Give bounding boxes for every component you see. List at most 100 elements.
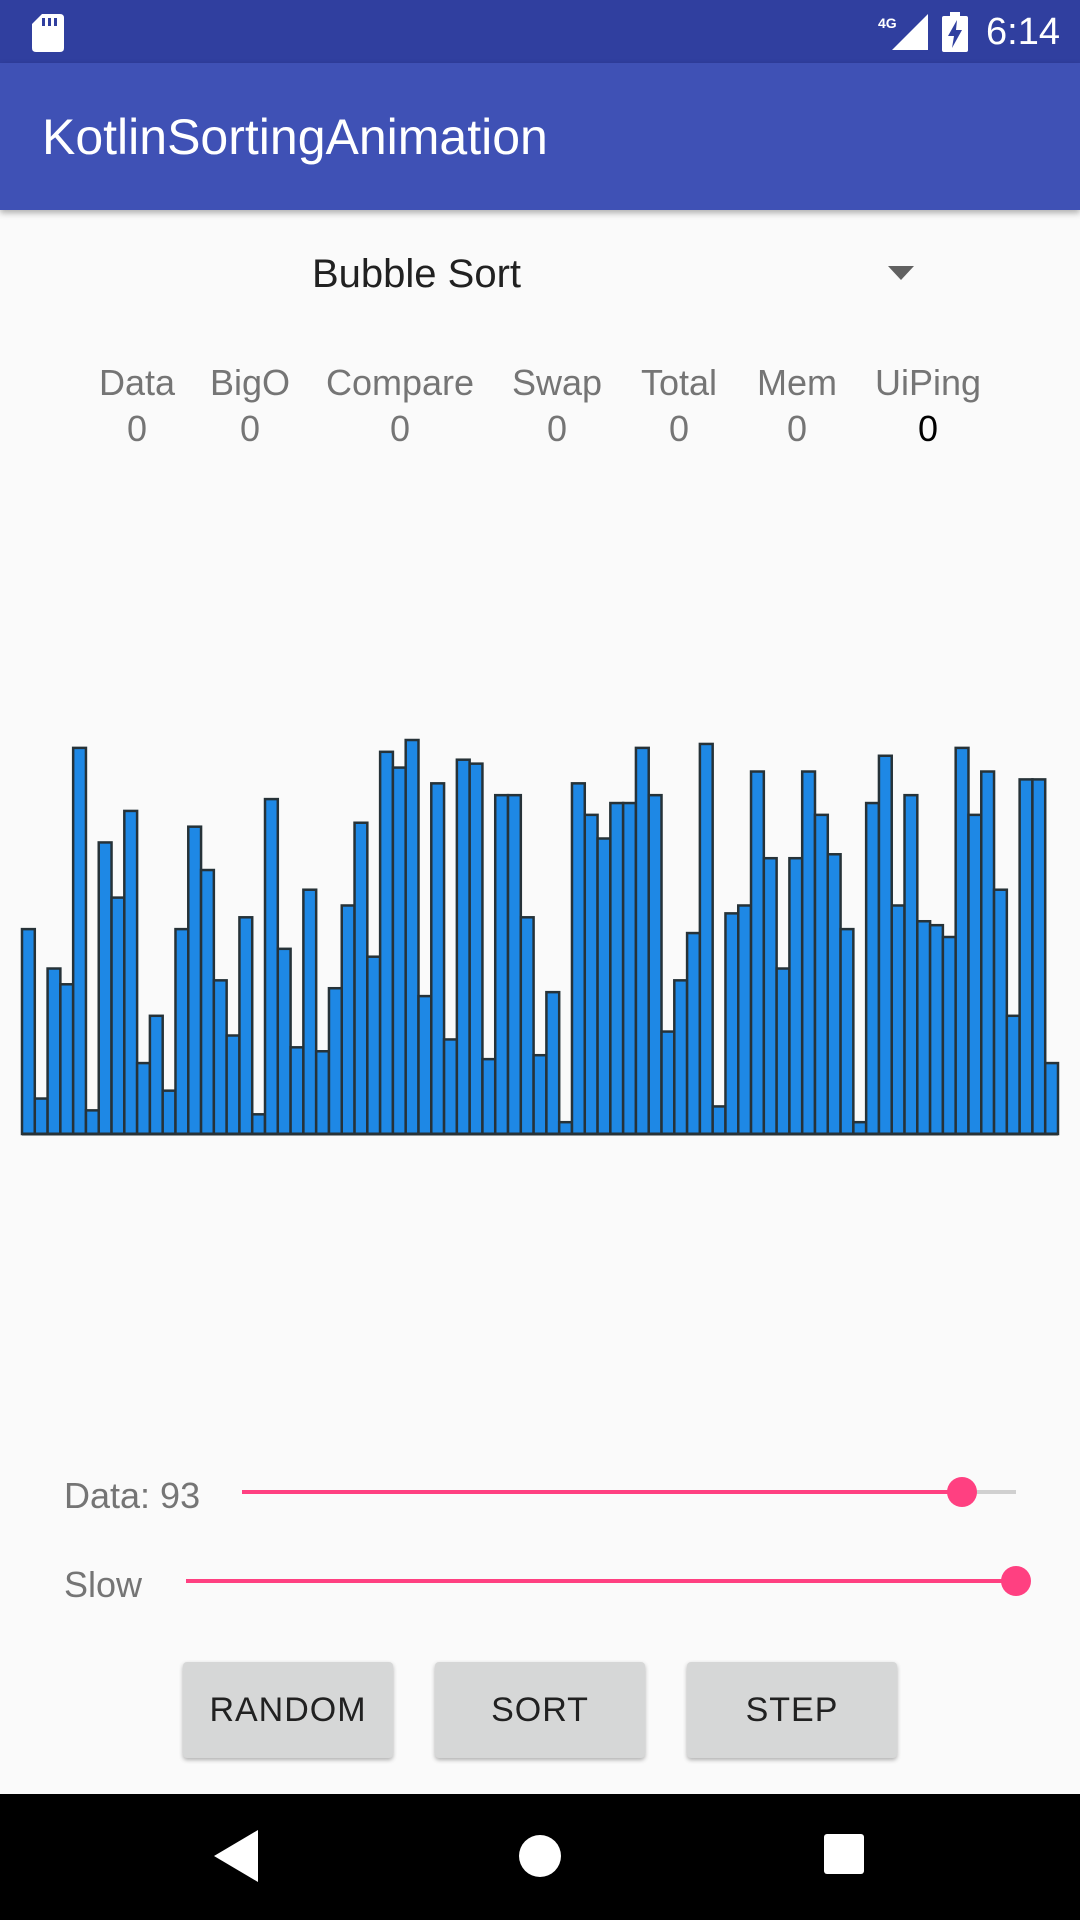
battery-charging-icon <box>942 12 968 52</box>
chart-bar <box>1018 778 1034 1136</box>
chart-bar <box>954 746 970 1136</box>
chart-bar <box>378 750 395 1136</box>
app-title: KotlinSortingAnimation <box>42 109 548 165</box>
chart-bar <box>634 746 650 1136</box>
chart-bar <box>967 813 983 1136</box>
stat-label: BigO <box>209 362 291 403</box>
step-button[interactable]: STEP <box>687 1662 897 1758</box>
slider-thumb[interactable] <box>1001 1566 1031 1596</box>
home-icon[interactable] <box>518 1834 562 1878</box>
chart-bar <box>673 979 689 1136</box>
chart-bar <box>442 1038 459 1136</box>
stat-mem: Mem 0 <box>697 360 897 452</box>
chart-bar <box>71 746 88 1136</box>
chart-bar <box>737 904 753 1136</box>
chart-bar <box>340 904 356 1136</box>
chart-bar <box>877 754 893 1136</box>
stat-value: 0 <box>239 408 261 449</box>
stat-label: Data <box>98 362 176 403</box>
chart-bar <box>199 868 216 1136</box>
back-icon[interactable] <box>214 1830 258 1882</box>
speed-label: Slow <box>64 1564 143 1605</box>
chart-bar <box>1005 1014 1021 1136</box>
slider-fill <box>242 1490 962 1494</box>
stat-compare: Compare 0 <box>300 360 500 452</box>
chart-bar <box>532 1053 548 1136</box>
stat-value: 0 <box>546 408 568 449</box>
cell-signal-icon: 4G <box>878 14 928 50</box>
chart-bar <box>455 758 471 1136</box>
stat-label: Swap <box>511 362 603 403</box>
sort-button[interactable]: SORT <box>435 1662 645 1758</box>
chart-bar <box>916 919 932 1136</box>
slider-fill <box>186 1579 1016 1583</box>
chart-bar <box>621 801 638 1136</box>
chart-bar <box>135 1061 152 1136</box>
chart-bar <box>148 1014 164 1136</box>
chart-bar <box>353 821 369 1136</box>
dropdown-arrow-icon <box>888 266 914 280</box>
chart-bar <box>225 1034 241 1136</box>
chart-bar <box>980 770 996 1136</box>
chart-bar <box>481 1057 497 1136</box>
random-button[interactable]: RANDOM <box>183 1662 393 1758</box>
chart-bar <box>110 896 126 1136</box>
chart-bar <box>800 770 817 1136</box>
chart-bar <box>660 1030 676 1136</box>
chart-bar <box>557 1120 574 1136</box>
chart-bar <box>391 766 407 1136</box>
chart-bar <box>609 801 625 1136</box>
chart-bar <box>59 983 75 1136</box>
stat-value: 0 <box>917 408 939 449</box>
chart-bar <box>826 853 842 1136</box>
chart-bar <box>583 813 599 1136</box>
chart-bar <box>46 967 62 1136</box>
chart-bar <box>327 986 343 1136</box>
chart-bar <box>852 1120 868 1136</box>
slider-thumb[interactable] <box>946 1477 977 1507</box>
chart-bar <box>493 793 510 1136</box>
stat-uiping: UiPing 0 <box>828 360 1028 452</box>
chart-bar <box>276 947 292 1136</box>
stat-bigo: BigO 0 <box>150 360 350 452</box>
chart-bar <box>941 935 957 1136</box>
chart-bar <box>250 1113 267 1136</box>
sd-card-icon <box>32 14 64 52</box>
chart-bar <box>519 916 535 1136</box>
chart-bar <box>123 809 139 1136</box>
chart-bar <box>570 782 587 1136</box>
chart-bar <box>468 762 484 1136</box>
stat-label: Total <box>640 362 718 403</box>
chart-bar <box>238 916 254 1136</box>
chart-bar <box>506 793 523 1136</box>
stat-value: 0 <box>668 408 690 449</box>
stat-label: Compare <box>325 362 475 403</box>
chart-bar <box>545 990 561 1136</box>
chart-bar <box>1031 778 1047 1136</box>
stat-data: Data 0 <box>37 360 237 452</box>
recents-icon[interactable] <box>824 1834 864 1874</box>
chart-bar <box>20 927 37 1136</box>
chart-bar <box>762 856 778 1136</box>
chart-bar <box>417 994 433 1136</box>
chart-bar <box>711 1105 727 1136</box>
sort-bar-chart <box>20 738 1060 1136</box>
app-bar: KotlinSortingAnimation <box>0 63 1080 210</box>
chart-bar <box>596 837 612 1136</box>
stat-label: Mem <box>757 362 837 403</box>
status-bar: 4G 6:14 <box>0 0 1080 63</box>
chart-bar <box>404 738 420 1136</box>
algorithm-dropdown[interactable]: Bubble Sort <box>260 236 920 312</box>
speed-slider[interactable] <box>186 1561 1031 1601</box>
chart-bar <box>775 967 791 1136</box>
data-count-slider[interactable] <box>242 1472 1016 1512</box>
chart-bar <box>263 797 280 1136</box>
chart-bar <box>698 742 714 1136</box>
stat-value: 0 <box>786 408 808 449</box>
chart-bar <box>97 841 113 1136</box>
stats-panel: Data 0 BigO 0 Compare 0 Swap 0 Total 0 M… <box>0 360 1080 460</box>
chart-bar <box>992 888 1009 1136</box>
chart-bar <box>366 955 382 1136</box>
chart-bar <box>749 770 766 1136</box>
status-time: 6:14 <box>986 11 1060 53</box>
